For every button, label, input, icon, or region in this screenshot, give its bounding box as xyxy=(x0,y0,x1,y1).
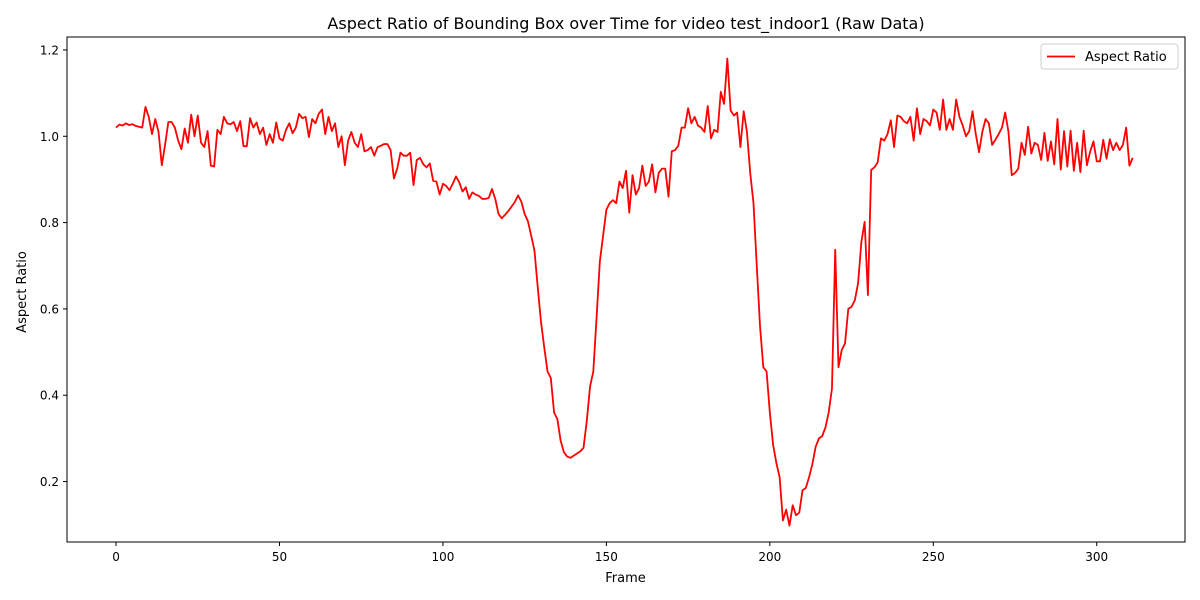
y-tick-label: 0.2 xyxy=(40,475,59,489)
x-tick-label: 100 xyxy=(431,550,454,564)
plot-area xyxy=(66,36,1186,543)
x-tick-label: 0 xyxy=(112,550,120,564)
y-tick-label: 0.6 xyxy=(40,302,59,316)
x-axis-ticks: 0 50 100 150 200 250 300 xyxy=(112,542,1108,564)
y-tick-label: 0.8 xyxy=(40,216,59,230)
legend-box xyxy=(1040,43,1179,70)
x-tick-label: 150 xyxy=(595,550,618,564)
x-tick-label: 200 xyxy=(758,550,781,564)
chart-title: Aspect Ratio of Bounding Box over Time f… xyxy=(327,14,924,34)
y-tick-label: 0.4 xyxy=(40,389,59,403)
x-axis-label: Frame xyxy=(605,571,646,586)
x-tick-label: 250 xyxy=(922,550,945,564)
legend-label: Aspect Ratio xyxy=(1085,50,1167,65)
y-tick-label: 1.0 xyxy=(40,130,59,144)
axes-frame xyxy=(66,36,1186,543)
y-tick-label: 1.2 xyxy=(40,43,59,57)
x-tick-label: 300 xyxy=(1085,550,1108,564)
y-axis-label: Aspect Ratio xyxy=(15,251,30,333)
y-axis-ticks: 0.2 0.4 0.6 0.8 1.0 1.2 xyxy=(40,43,67,489)
legend: Aspect Ratio xyxy=(1040,43,1179,70)
series-line-0 xyxy=(115,57,1134,527)
x-tick-label: 50 xyxy=(272,550,287,564)
